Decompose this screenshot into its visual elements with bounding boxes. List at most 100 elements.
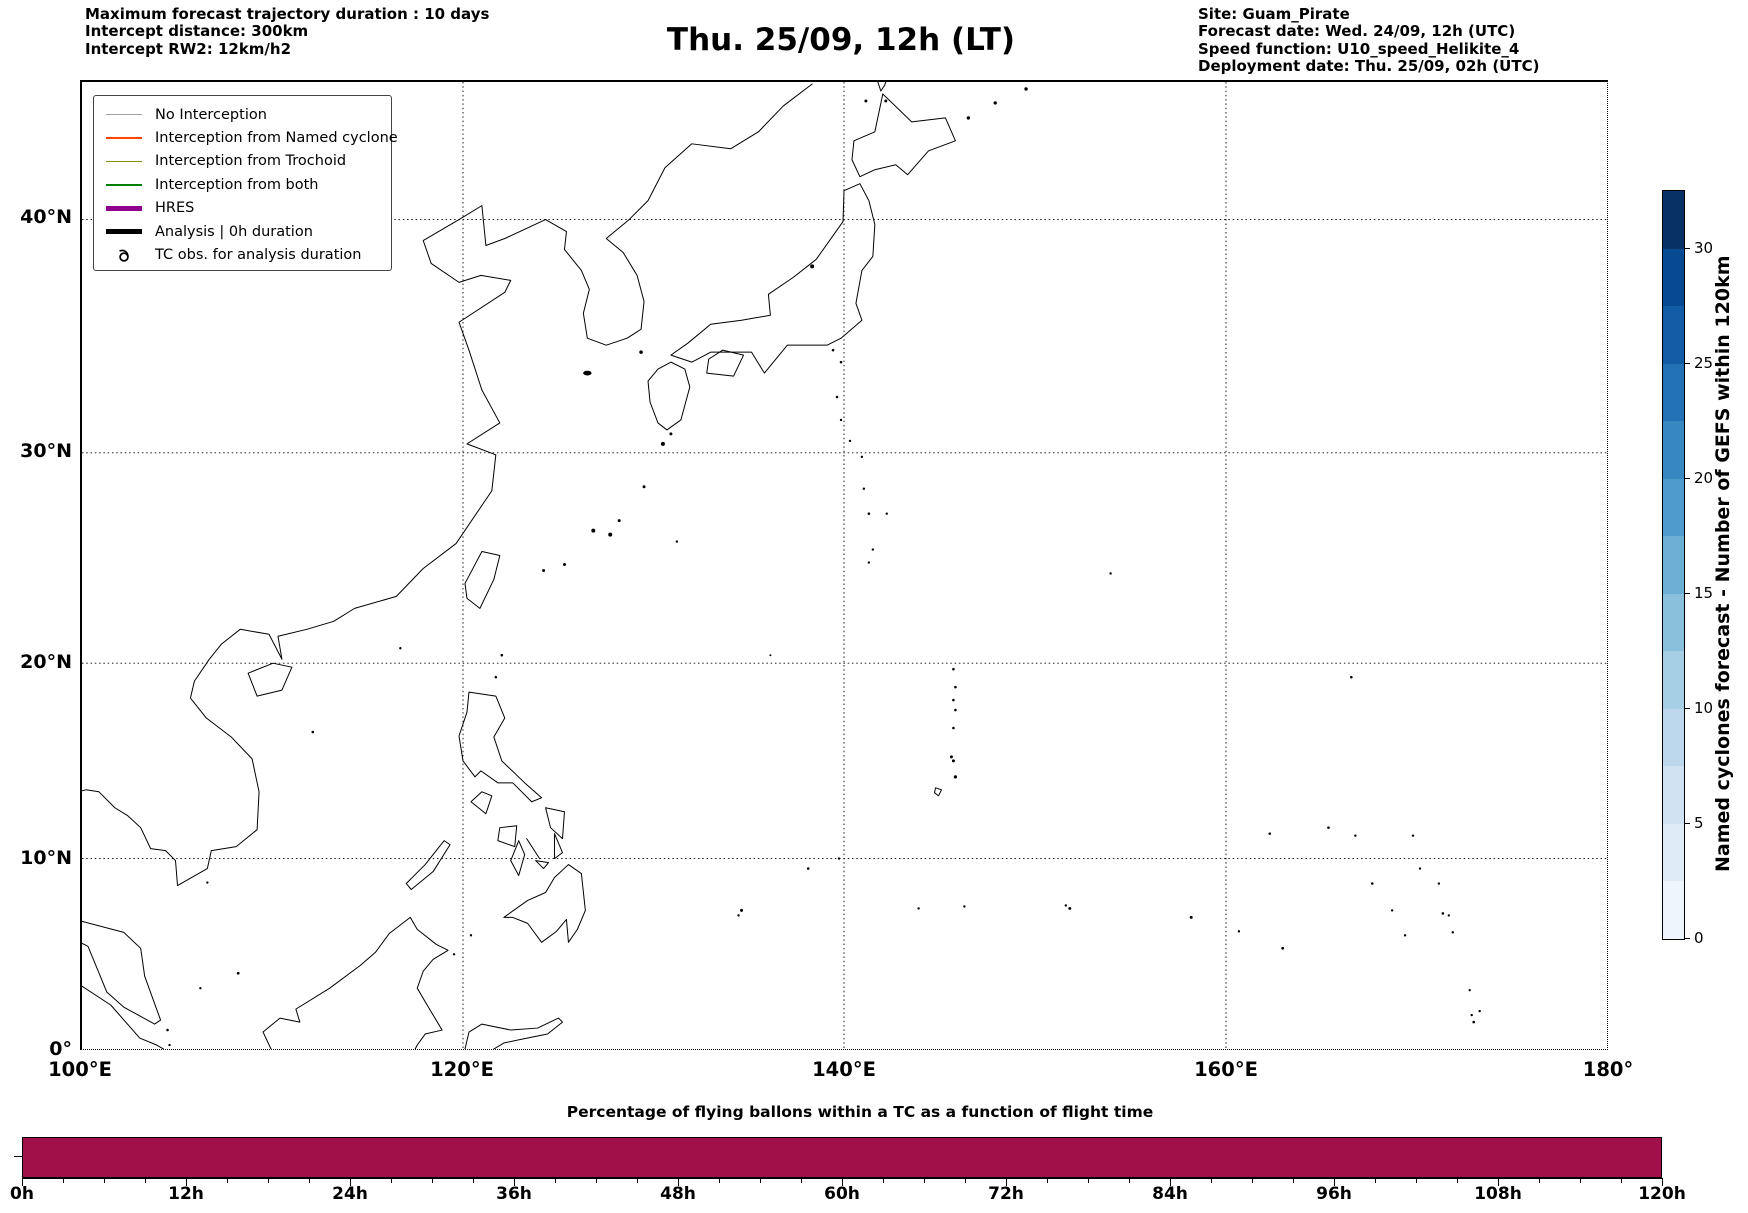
- coastline-hokkaido: [851, 93, 956, 178]
- colorbar-segment: [1663, 306, 1684, 364]
- bottom-chart-minor-tick: [1580, 1179, 1582, 1183]
- coastline-shikoku: [706, 349, 745, 377]
- bottom-chart-tick-label: 48h: [660, 1184, 696, 1204]
- legend-line-swatch: [105, 229, 142, 234]
- colorbar-segment: [1663, 823, 1684, 882]
- bottom-chart-minor-tick: [227, 1179, 229, 1183]
- bottom-chart-minor-tick: [309, 1179, 311, 1183]
- colorbar-tick: [1684, 822, 1690, 824]
- bottom-chart-major-tick: [514, 1179, 516, 1186]
- colorbar-segment: [1663, 536, 1684, 594]
- bottom-chart-major-tick: [842, 1179, 844, 1186]
- colorbar-tick-label: 25: [1694, 353, 1714, 372]
- coastline-luzon: [458, 691, 543, 803]
- legend-item: No Interception: [105, 103, 391, 126]
- legend-line: [105, 229, 142, 234]
- map-legend: No Interception Interception from Named c…: [93, 95, 398, 271]
- colorbar-tick-label: 20: [1694, 468, 1714, 487]
- colorbar-segment: [1663, 708, 1684, 767]
- colorbar-segment: [1663, 421, 1684, 479]
- info-right-line2: Forecast date: Wed. 24/09, 12h (UTC): [1198, 22, 1516, 41]
- bottom-chart-major-tick: [1498, 1179, 1500, 1186]
- info-right-line4: Deployment date: Thu. 25/09, 02h (UTC): [1198, 57, 1540, 76]
- info-right-line1: Site: Guam_Pirate: [1198, 5, 1350, 23]
- bottom-chart-tick-label: 120h: [1638, 1184, 1686, 1204]
- bottom-chart-major-tick: [22, 1179, 24, 1186]
- bottom-chart-minor-tick: [473, 1179, 475, 1183]
- coastline-korea-russia: [545, 83, 813, 346]
- bottom-chart-major-tick: [1662, 1179, 1664, 1186]
- bottom-chart-tick-label: 84h: [1152, 1184, 1188, 1204]
- colorbar-segment: [1663, 363, 1684, 422]
- legend-item: TC obs. for analysis duration: [105, 243, 391, 266]
- bottom-chart-minor-tick: [555, 1179, 557, 1183]
- info-block-right: Site: Guam_Pirate Forecast date: Wed. 24…: [1198, 5, 1540, 76]
- colorbar-tick: [1684, 592, 1690, 594]
- legend-item: Interception from Trochoid: [105, 150, 391, 173]
- colorbar-label: Named cyclones forecast - Number of GEFS…: [1712, 255, 1734, 873]
- legend-line: [105, 160, 142, 163]
- legend-line-swatch: [105, 137, 142, 139]
- legend-item: Analysis | 0h duration: [105, 220, 391, 243]
- legend-item-label: HRES: [155, 200, 195, 217]
- bottom-chart-minor-tick: [801, 1179, 803, 1183]
- bottom-chart-minor-tick: [268, 1179, 270, 1183]
- colorbar-segment: [1663, 191, 1684, 249]
- info-left-line2: Intercept distance: 300km: [85, 22, 309, 41]
- bottom-chart-minor-tick: [432, 1179, 434, 1183]
- map-x-tick-label: 180°: [1582, 1058, 1634, 1081]
- legend-line-swatch: [105, 113, 142, 116]
- map-x-tick-label: 160°E: [1194, 1058, 1258, 1081]
- bottom-chart-minor-tick: [596, 1179, 598, 1183]
- bottom-chart-minor-tick: [1293, 1179, 1295, 1183]
- bottom-chart-minor-tick: [1416, 1179, 1418, 1183]
- coastline-sakhalin-tip: [877, 82, 887, 92]
- bottom-chart-major-tick: [1334, 1179, 1336, 1186]
- coastline-taiwan: [464, 551, 501, 609]
- legend-line: [105, 184, 142, 186]
- cyclone-icon: [105, 247, 142, 263]
- legend-item: Interception from Named cyclone: [105, 126, 398, 149]
- legend-item-label: Interception from Named cyclone: [155, 130, 398, 147]
- bottom-chart-minor-tick: [1539, 1179, 1541, 1183]
- map-y-tick-label: 40°N: [20, 206, 72, 228]
- bottom-chart-minor-tick: [1621, 1179, 1623, 1183]
- legend-line-swatch: [105, 206, 142, 211]
- colorbar-segment: [1663, 881, 1684, 939]
- info-left-line1: Maximum forecast trajectory duration : 1…: [85, 5, 490, 23]
- info-block-left: Maximum forecast trajectory duration : 1…: [85, 5, 490, 58]
- legend-line-swatch: [105, 184, 142, 186]
- coastline-honshu: [670, 183, 876, 374]
- colorbar-segment: [1663, 593, 1684, 652]
- bottom-chart-minor-tick: [637, 1179, 639, 1183]
- jeju-island: [583, 370, 592, 376]
- bottom-chart-minor-tick: [1375, 1179, 1377, 1183]
- legend-item-label: No Interception: [155, 106, 267, 123]
- colorbar-tick: [1684, 362, 1690, 364]
- bottom-chart-minor-tick: [1457, 1179, 1459, 1183]
- bottom-chart-minor-tick: [760, 1179, 762, 1183]
- bottom-chart-minor-tick: [883, 1179, 885, 1183]
- coastline-china-vietnam: [82, 205, 547, 887]
- map-y-tick-label: 30°N: [20, 440, 72, 462]
- bottom-chart-minor-tick: [924, 1179, 926, 1183]
- legend-item: Interception from both: [105, 173, 391, 196]
- bottom-chart-minor-tick: [719, 1179, 721, 1183]
- colorbar-tick-label: 5: [1694, 813, 1704, 832]
- colorbar-tick: [1684, 477, 1690, 479]
- bottom-chart-tick-label: 72h: [988, 1184, 1024, 1204]
- bottom-chart-minor-tick: [1047, 1179, 1049, 1183]
- legend-item-label: TC obs. for analysis duration: [155, 247, 362, 264]
- bottom-chart-tick-label: 0h: [10, 1184, 34, 1204]
- colorbar-segment: [1663, 651, 1684, 709]
- bottom-chart-minor-tick: [1252, 1179, 1254, 1183]
- coastline-sumatra: [82, 985, 165, 1049]
- bottom-chart-tick-label: 60h: [824, 1184, 860, 1204]
- colorbar-segment: [1663, 766, 1684, 824]
- bottom-chart-major-tick: [678, 1179, 680, 1186]
- map-x-tick-label: 140°E: [812, 1058, 876, 1081]
- bottom-chart-minor-tick: [63, 1179, 65, 1183]
- legend-line: [105, 137, 142, 139]
- bottom-chart-minor-tick: [1211, 1179, 1213, 1183]
